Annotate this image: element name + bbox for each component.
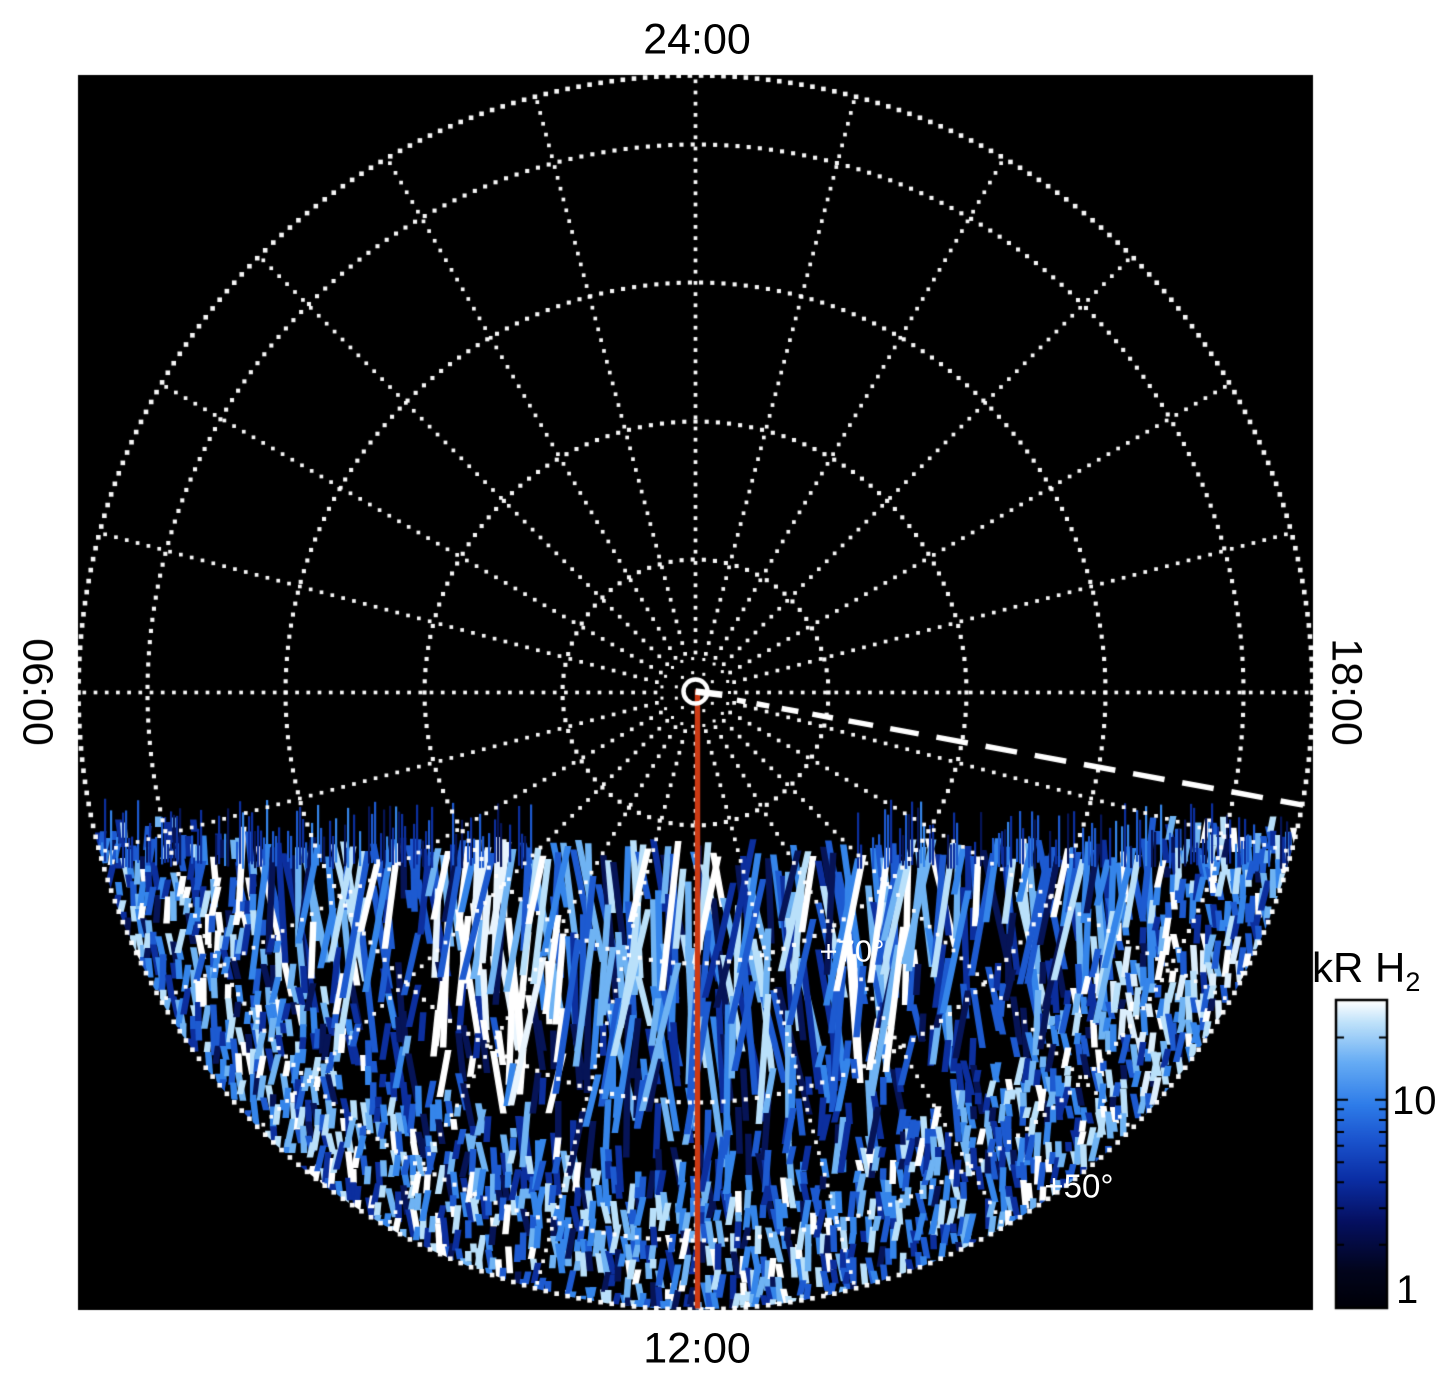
clock-label-1200: 12:00 (643, 1324, 751, 1373)
colorbar-title-subscript: 2 (1405, 967, 1421, 997)
clock-label-2400: 24:00 (643, 15, 751, 64)
colorbar-title-text: kR H (1312, 944, 1406, 991)
colorbar-title: kR H2 (1312, 947, 1420, 996)
clock-label-0600: 06:00 (13, 638, 62, 746)
colorbar-tick-label-10: 10 (1392, 1079, 1437, 1123)
latitude-label-70: +70° (819, 933, 885, 969)
clock-label-1800: 18:00 (1322, 638, 1371, 746)
latitude-label-50: +50° (1044, 1167, 1114, 1205)
colorbar-tick-label-1: 1 (1396, 1268, 1419, 1312)
